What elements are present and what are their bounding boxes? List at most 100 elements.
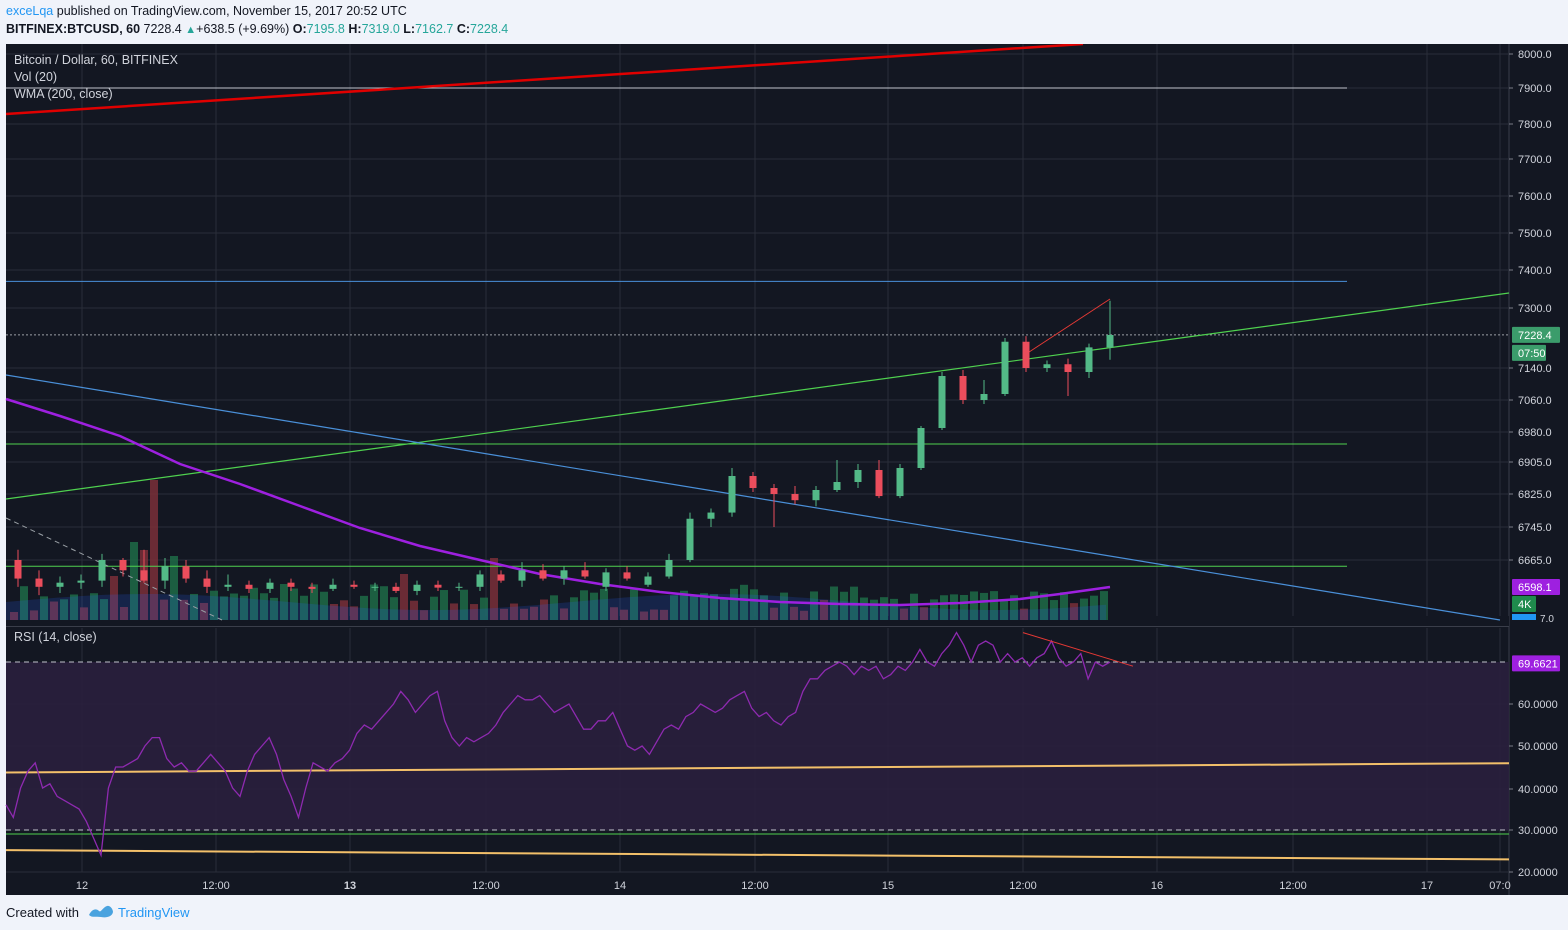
candlesticks [14,300,1114,596]
volume-bar [240,595,248,620]
volume-bar [400,574,408,620]
rsi-pane [5,631,1510,861]
volume-bar [480,597,488,620]
volume-bar [780,592,788,620]
price-tick-label: 7900.0 [1518,83,1552,95]
volume-bar [900,608,908,620]
candle-body [896,468,904,497]
volume-bar [140,550,148,620]
candle-body [350,584,358,587]
volume-bar [570,597,578,620]
header-bar: exceLqa published on TradingView.com, No… [0,0,1568,44]
price-tick-label: 7800.0 [1518,119,1552,131]
volume-bar [720,598,728,620]
price-tick-label: 6745.0 [1518,522,1552,534]
candle-body [56,582,64,587]
price-axis-badges: 7228.4 07:50 6598.1 4K 7.0 69.6621 [1512,326,1560,672]
candle-body [497,574,505,581]
tradingview-logo-icon [89,905,113,918]
volume-bar [520,608,528,620]
main-pane-bottom [6,616,1509,626]
price-tick-label: 7700.0 [1518,154,1552,166]
volume-bar [1020,608,1028,620]
volume-bar [150,480,158,620]
vol-legend[interactable]: Vol (20) [14,70,57,84]
volume-bar [40,596,48,620]
volume-bar [1010,595,1018,620]
volume-bar [1030,591,1038,620]
volume-bar [740,584,748,620]
low-value: 7162.7 [415,22,454,36]
candle-body [602,572,610,587]
volume-bar [390,597,398,620]
volume-bar [510,603,518,620]
price-tick-label: 6825.0 [1518,489,1552,501]
volume-bar [790,606,798,620]
rsi-legend[interactable]: RSI (14, close) [14,630,97,644]
volume-bar [1080,598,1088,620]
candle-body [875,470,883,497]
volume-bar [530,606,538,620]
volume-bar [960,594,968,620]
volume-bar [600,588,608,620]
time-tick-label: 15 [882,880,894,892]
candle-body [476,574,484,587]
time-tick-label: 16 [1151,880,1163,892]
volume-ma-area [6,594,1106,620]
volume-bar [660,609,668,620]
time-tick-label: 14 [614,880,626,892]
candle-body [14,560,22,579]
candle-body [392,586,400,591]
wma-line [5,397,1111,607]
price-tick-label: 7300.0 [1518,303,1552,315]
rsi-value-badge: 69.6621 [1518,658,1558,670]
candle-body [1043,364,1051,368]
footer: Created with TradingView [0,895,1568,930]
volume-bar [640,611,648,620]
volume-bar [130,542,138,620]
main-legend[interactable]: Bitcoin / Dollar, 60, BITFINEX [14,53,179,67]
candle-body [854,470,862,482]
wma-legend[interactable]: WMA (200, close) [14,87,113,101]
volume-bar [340,600,348,620]
volume-bar [500,608,508,620]
candle-body [749,476,757,488]
time-tick-label: 12:00 [741,880,769,892]
time-tick-label: 12:00 [472,880,500,892]
red-resistance-trendline [5,44,1084,116]
volume-bar [110,576,118,620]
rsi-tick-label: 40.0000 [1518,784,1558,796]
time-tick-label: 13 [344,880,356,892]
volume-bar [760,595,768,620]
volume-bar [30,610,38,620]
volume-bar [20,586,28,620]
price-tick-label: 6980.0 [1518,427,1552,439]
volume-bar [990,591,998,620]
candle-body [959,376,967,400]
candle-body [623,572,631,579]
volume-bar [730,588,738,620]
tradingview-link[interactable]: TradingView [118,905,190,920]
rsi-divergence-line [1022,632,1134,667]
volume-bar [410,600,418,620]
price-tick-label: 6665.0 [1518,555,1552,567]
volume-bar [330,604,338,620]
wma-value-badge-bg [1512,579,1560,595]
candle-body [980,394,988,400]
volume-bar [350,606,358,620]
username-link[interactable]: exceLqa [6,4,54,18]
volume-bar [980,592,988,620]
price-tick-label: 7140.0 [1518,363,1552,375]
price-tick-label: 6905.0 [1518,457,1552,469]
volume-bar [260,593,268,620]
chart-canvas[interactable]: 8000.0 7900.0 7800.0 7700.0 7600.0 7500.0 7400… [0,44,1568,895]
candle-body [1064,364,1072,372]
volume-bar [50,601,58,620]
volume-bar [490,558,498,620]
candle-body [1106,335,1114,348]
volume-bar [620,609,628,620]
volume-bar [970,591,978,620]
volume-bar [310,584,318,620]
volume-bar [750,589,758,620]
volume-bar [650,609,658,620]
